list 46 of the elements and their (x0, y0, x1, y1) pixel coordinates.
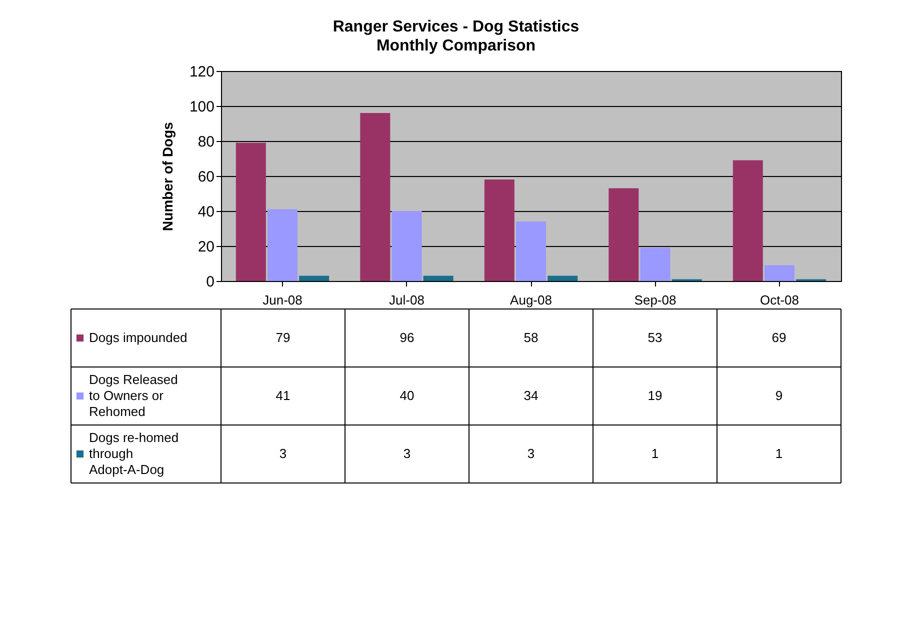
y-tick-label: 100 (189, 98, 214, 116)
y-tick-label: 40 (198, 204, 214, 220)
y-tick-label: 60 (198, 168, 214, 186)
bar (423, 276, 454, 281)
y-tick-label: 80 (198, 134, 214, 150)
x-tick-label: Aug-08 (510, 292, 552, 308)
y-tick-label: 20 (198, 238, 214, 256)
bar (299, 276, 330, 281)
bar (484, 180, 514, 281)
chart-subtitle: Monthly Comparison (376, 38, 536, 54)
bar (548, 276, 578, 281)
data-label: 58 (524, 330, 538, 345)
data-label: 9 (775, 388, 783, 403)
data-label: 3 (527, 446, 535, 461)
data-label: 3 (279, 446, 287, 461)
data-label: 19 (648, 388, 662, 403)
data-label: 69 (772, 330, 786, 345)
bar (392, 211, 422, 281)
chart-title: Ranger Services - Dog Statistics (332, 18, 580, 36)
data-label: 34 (524, 388, 538, 403)
y-tick-label: 120 (189, 64, 214, 80)
y-tick-label: 0 (206, 274, 214, 290)
bar (360, 113, 390, 281)
data-label: 1 (775, 446, 783, 461)
bar (640, 248, 670, 281)
x-tick-label: Jul-08 (389, 292, 424, 308)
legend-label: Dogs impounded (89, 330, 188, 345)
data-label: 96 (400, 330, 414, 345)
x-tick-label: Jun-08 (262, 292, 302, 308)
x-tick-label: Oct-08 (760, 292, 800, 308)
data-label: 79 (276, 330, 290, 345)
x-tick-label: Sep-08 (634, 292, 676, 308)
legend-label: Dogs Released to Owners or Rehomed (89, 372, 178, 419)
data-label: 1 (651, 446, 659, 461)
data-label: 41 (276, 388, 290, 403)
data-label: 53 (648, 330, 662, 345)
bar (764, 265, 794, 281)
bar (732, 160, 763, 281)
legend-label: Dogs re-homed through Adopt-A-Dog (89, 430, 179, 477)
data-label: 40 (400, 388, 414, 403)
y-axis-title: Number of Dogs (159, 122, 176, 231)
bar (516, 222, 546, 281)
data-label: 3 (403, 446, 411, 461)
bar (608, 188, 639, 281)
bar (268, 209, 298, 281)
bar (236, 142, 266, 281)
